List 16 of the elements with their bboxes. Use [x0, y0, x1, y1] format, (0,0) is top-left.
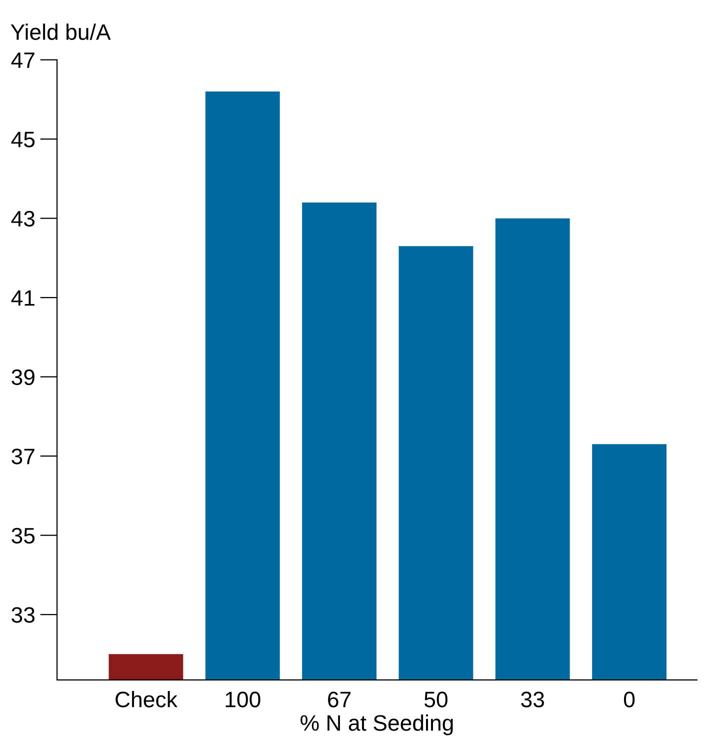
- y-tick-label: 33: [12, 607, 35, 623]
- y-tick-label: 39: [12, 369, 34, 386]
- x-tick-label: 100: [226, 692, 260, 708]
- y-tick-label: 41: [11, 290, 34, 306]
- y-tick-label: 37: [12, 448, 34, 464]
- x-tick-label: 67: [328, 692, 351, 708]
- x-axis-title: % N at Seeding: [300, 714, 453, 736]
- y-tick-label: 43: [11, 210, 35, 227]
- y-axis-title: Yield bu/A: [10, 24, 111, 40]
- x-tick-label: 0: [624, 692, 635, 708]
- x-tick-label: 50: [424, 692, 448, 708]
- y-tick-label: 45: [11, 132, 35, 148]
- x-tick-label: 33: [521, 692, 544, 708]
- y-tick-label: 47: [11, 52, 34, 68]
- x-tick-label: Check: [116, 691, 178, 708]
- y-tick-label: 35: [12, 528, 35, 544]
